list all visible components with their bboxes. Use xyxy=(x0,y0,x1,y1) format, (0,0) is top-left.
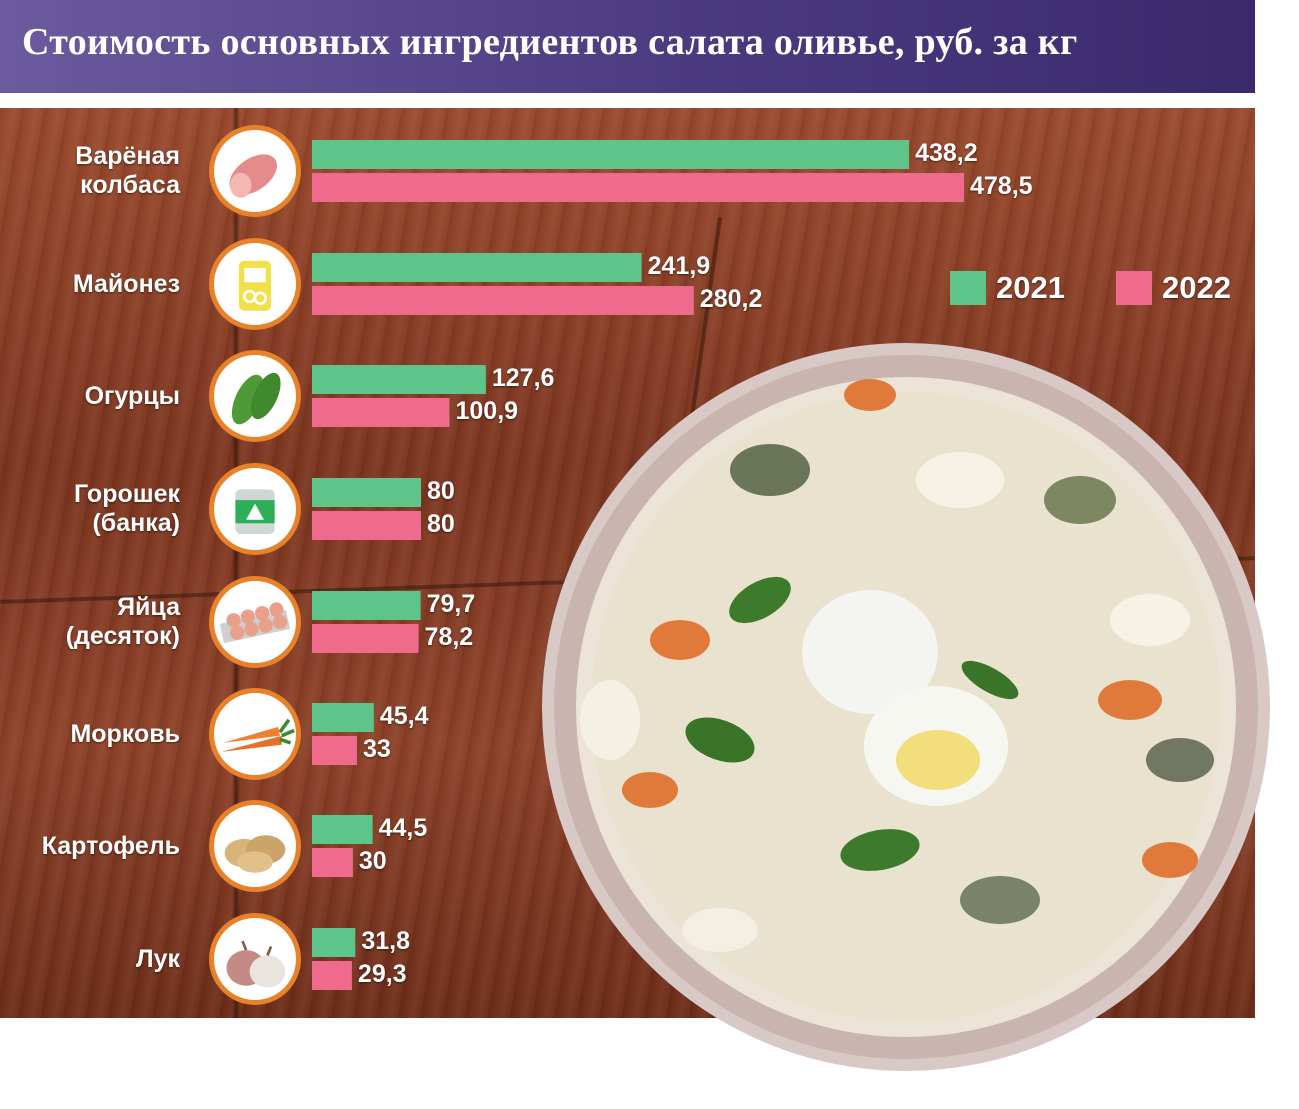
bar-2022 xyxy=(312,961,352,990)
value-label-2021: 31,8 xyxy=(361,927,410,955)
mayonnaise-icon xyxy=(209,238,301,330)
series-2021 xyxy=(312,140,910,957)
legend-swatch-2021 xyxy=(950,271,986,305)
herb-garnish xyxy=(685,576,1019,871)
bar-2021 xyxy=(312,815,373,844)
value-label-2022: 478,5 xyxy=(970,172,1033,200)
value-label-2022: 280,2 xyxy=(699,285,763,313)
bar-2022 xyxy=(312,848,353,877)
value-label-2021: 80 xyxy=(427,477,455,505)
cucumber-icon xyxy=(209,350,301,442)
bar-2022 xyxy=(312,398,450,427)
bar-2022 xyxy=(312,624,419,653)
category-label: Лук xyxy=(136,944,180,973)
onion-icon xyxy=(209,913,301,1005)
egg-yolk xyxy=(896,730,980,790)
bar-2021 xyxy=(312,928,356,957)
chart-title: Стоимость основных ингредиентов салата о… xyxy=(22,21,1078,63)
legend-swatch-2022 xyxy=(1116,271,1152,305)
peas-can-icon xyxy=(209,463,301,555)
value-label-2021: 127,6 xyxy=(491,364,555,392)
legend-label-2021: 2021 xyxy=(996,270,1065,305)
category-label: Майонез xyxy=(72,269,180,298)
value-label-2021: 241,9 xyxy=(647,252,711,280)
salad-bowl-image xyxy=(542,343,1270,1071)
bar-2022 xyxy=(312,736,357,765)
salad-pieces xyxy=(580,379,1214,952)
value-label-2022: 33 xyxy=(362,735,391,763)
legend-item-2021: 2021 xyxy=(950,270,1065,306)
category-label: Горошек (банка) xyxy=(74,480,180,537)
category-label: Яйца (десяток) xyxy=(65,593,180,650)
category-label: Морковь xyxy=(70,719,180,748)
bar-2021 xyxy=(312,140,910,169)
sausage-icon xyxy=(209,125,301,217)
value-label-2022: 30 xyxy=(358,847,387,875)
value-label-2022: 29,3 xyxy=(357,960,407,988)
value-label-2021: 45,4 xyxy=(379,702,429,730)
bar-2021 xyxy=(312,703,374,732)
value-label-2022: 80 xyxy=(427,510,455,538)
value-label-2021: 79,7 xyxy=(426,590,476,618)
value-label-2022: 78,2 xyxy=(424,623,474,651)
legend-label-2022: 2022 xyxy=(1162,270,1231,305)
bar-2021 xyxy=(312,591,421,620)
value-label-2022: 100,9 xyxy=(455,397,519,425)
legend-item-2022: 2022 xyxy=(1116,270,1231,306)
potato-icon xyxy=(209,800,301,892)
egg-whole xyxy=(802,590,938,714)
title-bar: Стоимость основных ингредиентов салата о… xyxy=(0,0,1255,93)
bar-2021 xyxy=(312,478,422,507)
bar-2021 xyxy=(312,365,486,394)
category-label: Картофель xyxy=(41,831,180,860)
carrot-icon xyxy=(209,688,301,780)
value-label-2021: 438,2 xyxy=(915,139,978,167)
category-label: Варёная колбаса xyxy=(75,142,180,199)
bar-2022 xyxy=(312,286,694,315)
eggs-icon xyxy=(209,576,301,668)
bar-2022 xyxy=(312,173,964,202)
value-label-2021: 44,5 xyxy=(378,814,428,842)
category-label: Огурцы xyxy=(84,381,180,410)
bar-2021 xyxy=(312,253,642,282)
series-2022 xyxy=(312,173,964,990)
bar-2022 xyxy=(312,511,422,540)
